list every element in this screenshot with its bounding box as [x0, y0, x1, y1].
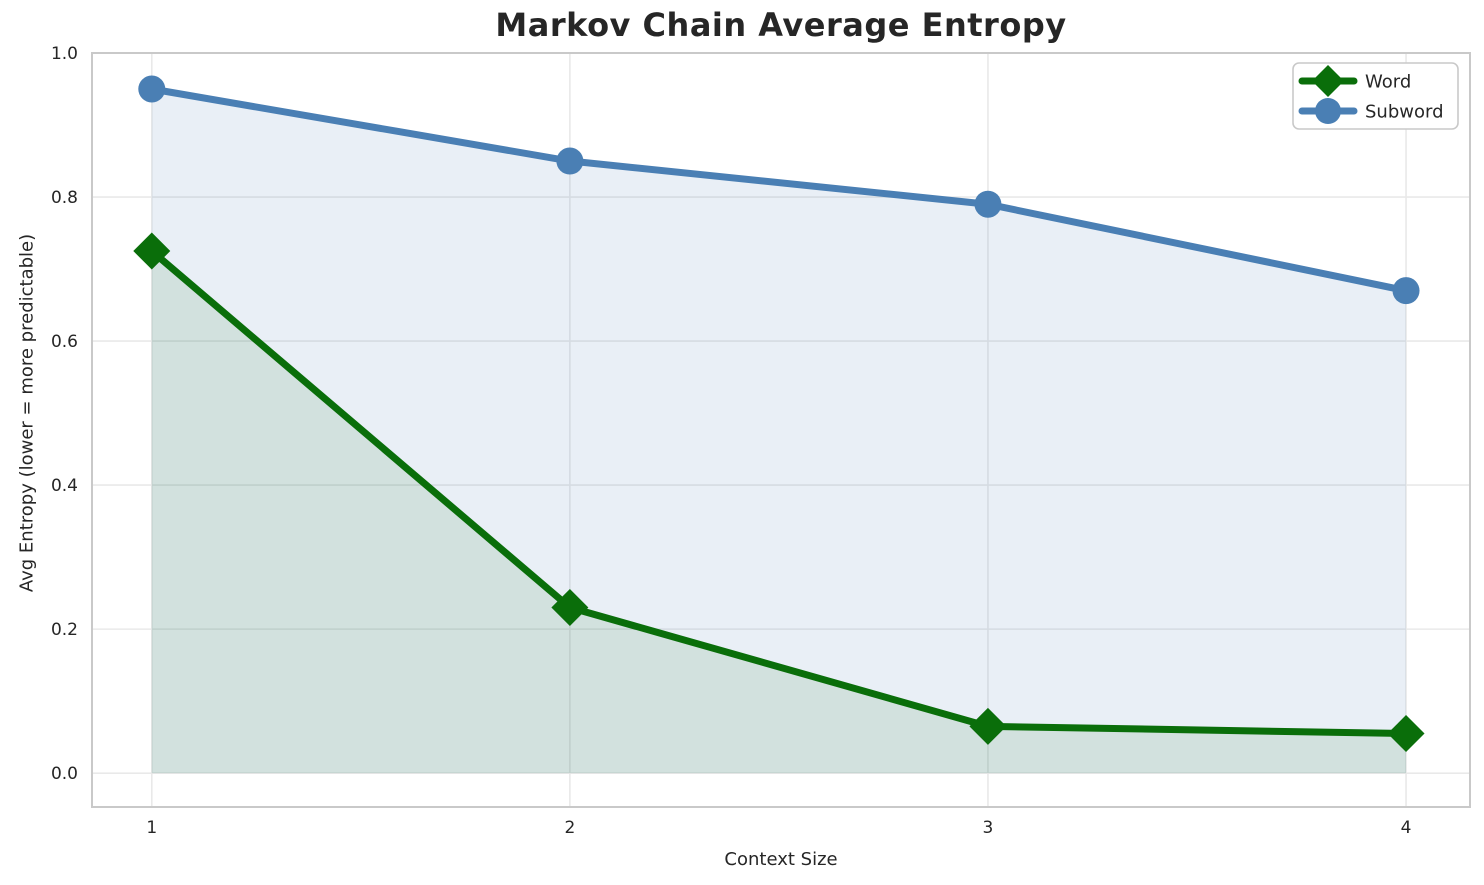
marker-subword-1 [138, 75, 166, 103]
area-fill-subword [151, 89, 1407, 774]
y-tick-label-0.2: 0.2 [51, 620, 78, 640]
line-subword [148, 85, 1410, 295]
marker-word-4 [1387, 715, 1425, 753]
x-tick-label-2: 2 [564, 818, 575, 838]
marker-subword-4 [1392, 277, 1420, 305]
plot-spines [91, 52, 1471, 808]
y-tick-label-0.0: 0.0 [51, 764, 78, 784]
x-tick-label-4: 4 [1401, 818, 1412, 838]
legend-marker-word [1312, 65, 1344, 97]
x-tick-label-3: 3 [983, 818, 994, 838]
y-tick-label-0.4: 0.4 [51, 476, 78, 496]
marker-word-2 [551, 589, 589, 627]
legend-label-subword: Subword [1365, 102, 1444, 123]
legend-marker-subword [1315, 98, 1341, 124]
marker-word-3 [969, 707, 1007, 745]
plot-background [92, 53, 1470, 807]
area-fill-word [151, 251, 1407, 774]
y-axis-label: Avg Entropy (lower = more predictable) [16, 233, 38, 593]
x-axis-label: Context Size [724, 849, 838, 870]
y-tick-label-1.0: 1.0 [51, 44, 78, 64]
marker-subword-3 [974, 190, 1002, 218]
marker-subword-2 [556, 147, 584, 175]
chart-title: Markov Chain Average Entropy [495, 6, 1067, 44]
y-tick-label-0.8: 0.8 [51, 188, 78, 208]
y-tick-label-0.6: 0.6 [51, 332, 78, 352]
marker-word-1 [133, 232, 171, 270]
line-word [148, 247, 1410, 738]
x-tick-label-1: 1 [146, 818, 157, 838]
legend-label-word: Word [1365, 72, 1411, 93]
